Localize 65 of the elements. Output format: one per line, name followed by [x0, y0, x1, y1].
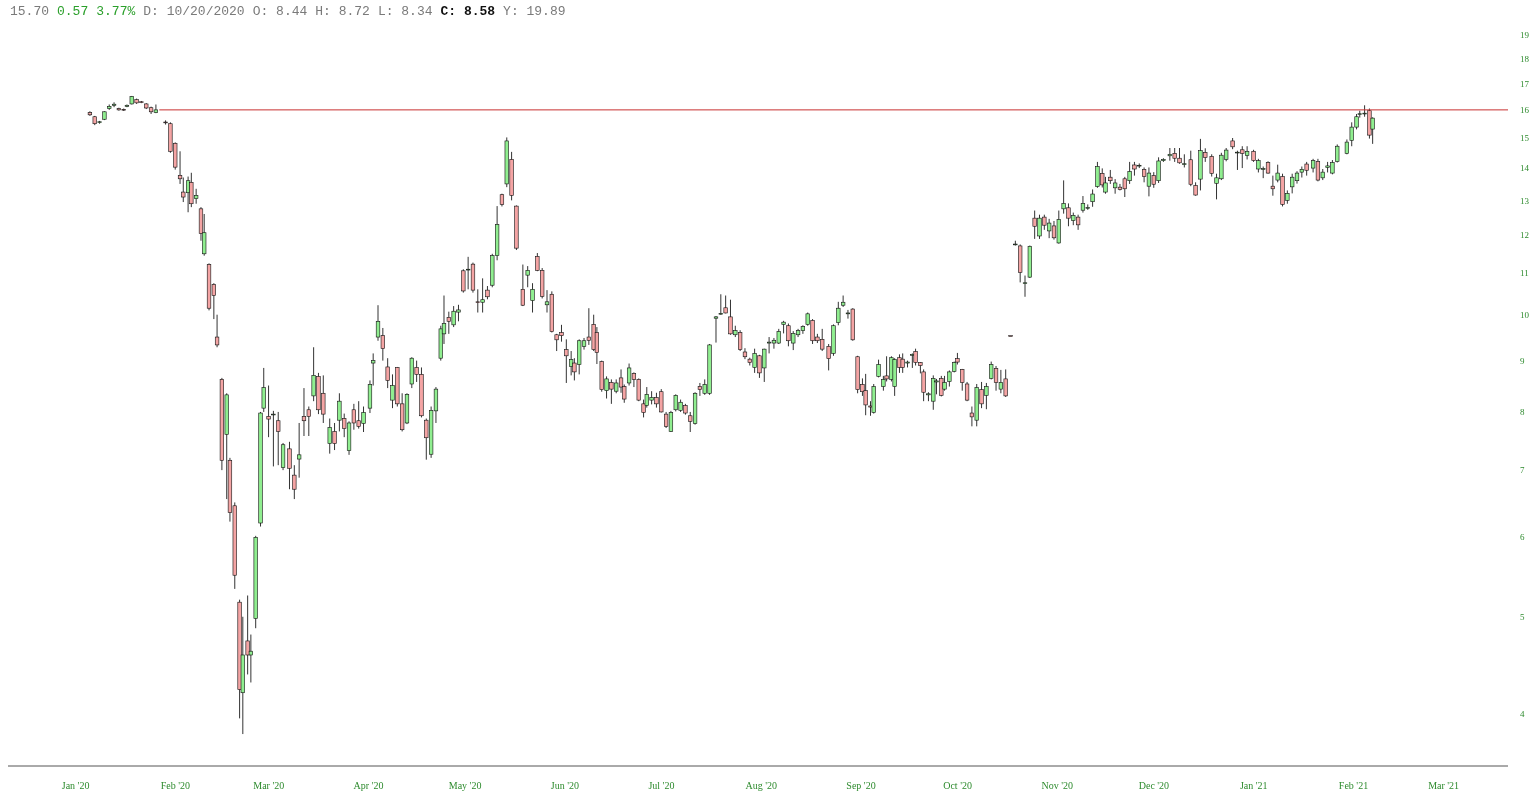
x-tick-label: Sep '20 — [846, 780, 876, 792]
x-tick-label: Oct '20 — [943, 780, 972, 792]
x-tick-label: May '20 — [448, 780, 482, 792]
x-tick-label: Mar '21 — [1428, 780, 1460, 792]
candlestick — [1051, 220, 1057, 241]
y-tick-label: 18 — [1520, 53, 1530, 64]
candlestick — [525, 265, 530, 288]
candlestick — [841, 295, 846, 308]
x-tick-label: Dec '20 — [1138, 780, 1170, 792]
candlestick — [276, 411, 281, 466]
candlestick — [1335, 143, 1340, 164]
candlestick — [1290, 173, 1295, 194]
x-tick-label: Nov '20 — [1041, 780, 1074, 792]
y-tick-label: 11 — [1520, 268, 1529, 279]
x-tick-label: Jul '20 — [648, 780, 675, 792]
candlestick — [921, 368, 926, 402]
x-tick-label: Jun '20 — [550, 780, 579, 792]
text: 15.70 — [10, 4, 50, 19]
candlestick — [301, 387, 307, 437]
candlestick — [1056, 210, 1061, 245]
candlestick — [836, 301, 841, 326]
y-tick-label: 12 — [1520, 230, 1529, 241]
candlestick — [1146, 166, 1152, 197]
y-tick-label: 7 — [1520, 465, 1525, 476]
y-tick-label: 15 — [1520, 133, 1530, 144]
x-tick-label: Mar '20 — [253, 780, 285, 792]
candlestick — [271, 410, 276, 467]
candlestick — [261, 367, 266, 413]
candlestick — [1080, 195, 1086, 214]
candlestick — [385, 357, 390, 389]
candlestick — [111, 101, 117, 108]
x-tick-label: Jan '21 — [1239, 780, 1268, 792]
text: O: 8.44 — [252, 4, 308, 19]
text: H: 8.72 — [315, 4, 370, 19]
y-tick-label: 16 — [1520, 105, 1530, 116]
y-tick-label: 4 — [1520, 709, 1525, 720]
text: 3.77% — [96, 4, 136, 19]
candlestick — [214, 314, 220, 348]
text: Y: 19.89 — [503, 4, 566, 19]
y-tick-label: 9 — [1520, 355, 1525, 366]
x-tick-label: Aug '20 — [745, 780, 777, 792]
text: C: 8.58 — [440, 4, 496, 19]
y-tick-label: 19 — [1520, 30, 1530, 41]
x-tick-label: Jan '20 — [61, 780, 90, 792]
candlestick — [530, 282, 535, 314]
candlestick — [564, 338, 569, 384]
y-tick-label: 6 — [1520, 532, 1525, 543]
y-tick-label: 17 — [1520, 78, 1530, 89]
candlestick — [626, 363, 632, 387]
candlestick — [153, 103, 159, 114]
text: D: 10/20/2020 — [143, 4, 245, 19]
x-tick-label: Feb '21 — [1338, 780, 1369, 792]
y-tick-label: 10 — [1520, 309, 1530, 320]
candlestick — [713, 315, 719, 344]
candlestick — [248, 634, 253, 683]
y-tick-label: 5 — [1520, 611, 1525, 622]
y-tick-label: 13 — [1520, 195, 1530, 206]
candlestick — [993, 365, 999, 392]
text: L: 8.34 — [377, 4, 433, 19]
x-tick-label: Feb '20 — [160, 780, 191, 792]
candlestick — [266, 385, 271, 438]
x-tick-label: Apr '20 — [353, 780, 384, 792]
y-tick-label: 14 — [1520, 163, 1530, 174]
text: 0.57 — [57, 4, 89, 19]
y-tick-label: 8 — [1520, 407, 1525, 418]
